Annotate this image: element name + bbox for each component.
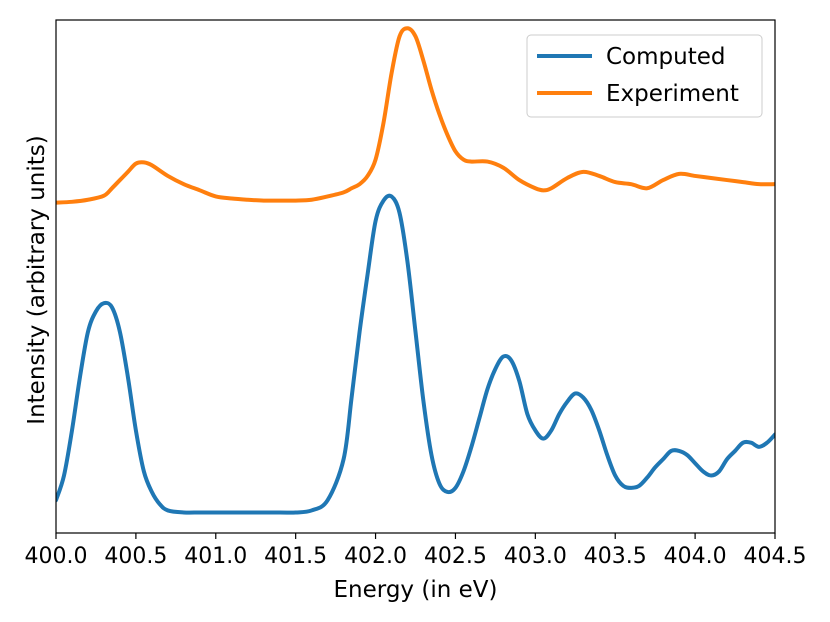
legend: Computed Experiment xyxy=(526,34,763,118)
x-tick-label: 401.5 xyxy=(264,544,327,569)
legend-label-computed: Computed xyxy=(606,44,725,70)
x-tick-label: 404.0 xyxy=(664,544,727,569)
x-tick-label: 404.5 xyxy=(744,544,807,569)
series-line-computed xyxy=(56,193,775,515)
x-tick-label: 403.0 xyxy=(504,544,567,569)
x-tick-label: 402.5 xyxy=(424,544,487,569)
x-axis-label: Energy (in eV) xyxy=(334,577,498,603)
series-layer xyxy=(56,26,775,515)
legend-label-experiment: Experiment xyxy=(606,81,739,107)
x-tick-label: 401.0 xyxy=(184,544,247,569)
x-tick-label: 402.0 xyxy=(344,544,407,569)
plot-frame xyxy=(55,19,776,534)
x-tick-label: 403.5 xyxy=(584,544,647,569)
y-axis-label: Intensity (arbitrary units) xyxy=(24,135,50,424)
x-axis: 400.0 400.5 401.0 401.5 402.0 402.5 403.0 403.5… xyxy=(25,533,807,569)
x-tick-label: 400.0 xyxy=(25,544,88,569)
series-line-experiment xyxy=(56,26,775,205)
x-tick-label: 400.5 xyxy=(104,544,167,569)
